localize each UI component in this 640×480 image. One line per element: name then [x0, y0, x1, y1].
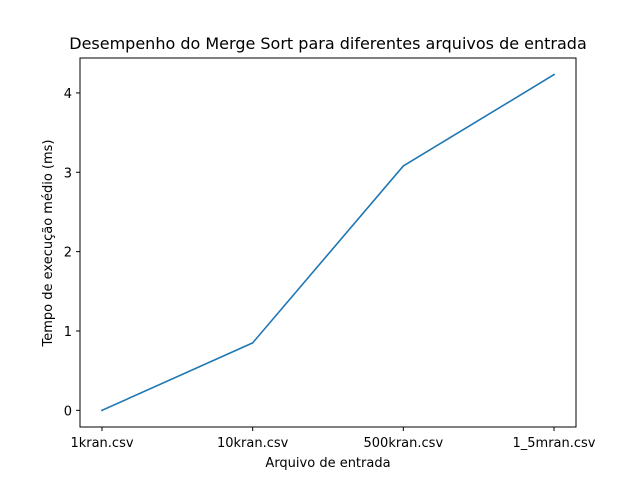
x-tick-label: 500kran.csv — [364, 436, 444, 451]
ticks-layer: 1kran.csv 10kran.csv 500kran.csv 1_5mran.cs… — [64, 87, 596, 451]
plot-area-frame — [79, 57, 577, 428]
x-tick-label: 1kran.csv — [70, 436, 133, 451]
data-point — [251, 342, 254, 344]
data-point — [402, 165, 405, 167]
data-point — [553, 73, 555, 76]
y-tick-label: 4 — [64, 87, 72, 102]
data-point — [101, 409, 103, 412]
y-tick-label: 1 — [64, 325, 72, 340]
y-tick-label: 2 — [64, 246, 72, 261]
y-tick-label: 0 — [64, 404, 72, 419]
y-axis-label: Tempo de execução médio (ms) — [41, 140, 56, 348]
x-tick-label: 1_5mran.csv — [512, 436, 595, 451]
y-tick-label: 3 — [64, 166, 72, 181]
x-tick-label: 10kran.csv — [217, 436, 289, 451]
x-axis-label: Arquivo de entrada — [265, 456, 390, 471]
series-layer — [100, 73, 556, 412]
series-line — [100, 73, 556, 412]
chart-title: Desempenho do Merge Sort para diferentes… — [69, 34, 587, 53]
